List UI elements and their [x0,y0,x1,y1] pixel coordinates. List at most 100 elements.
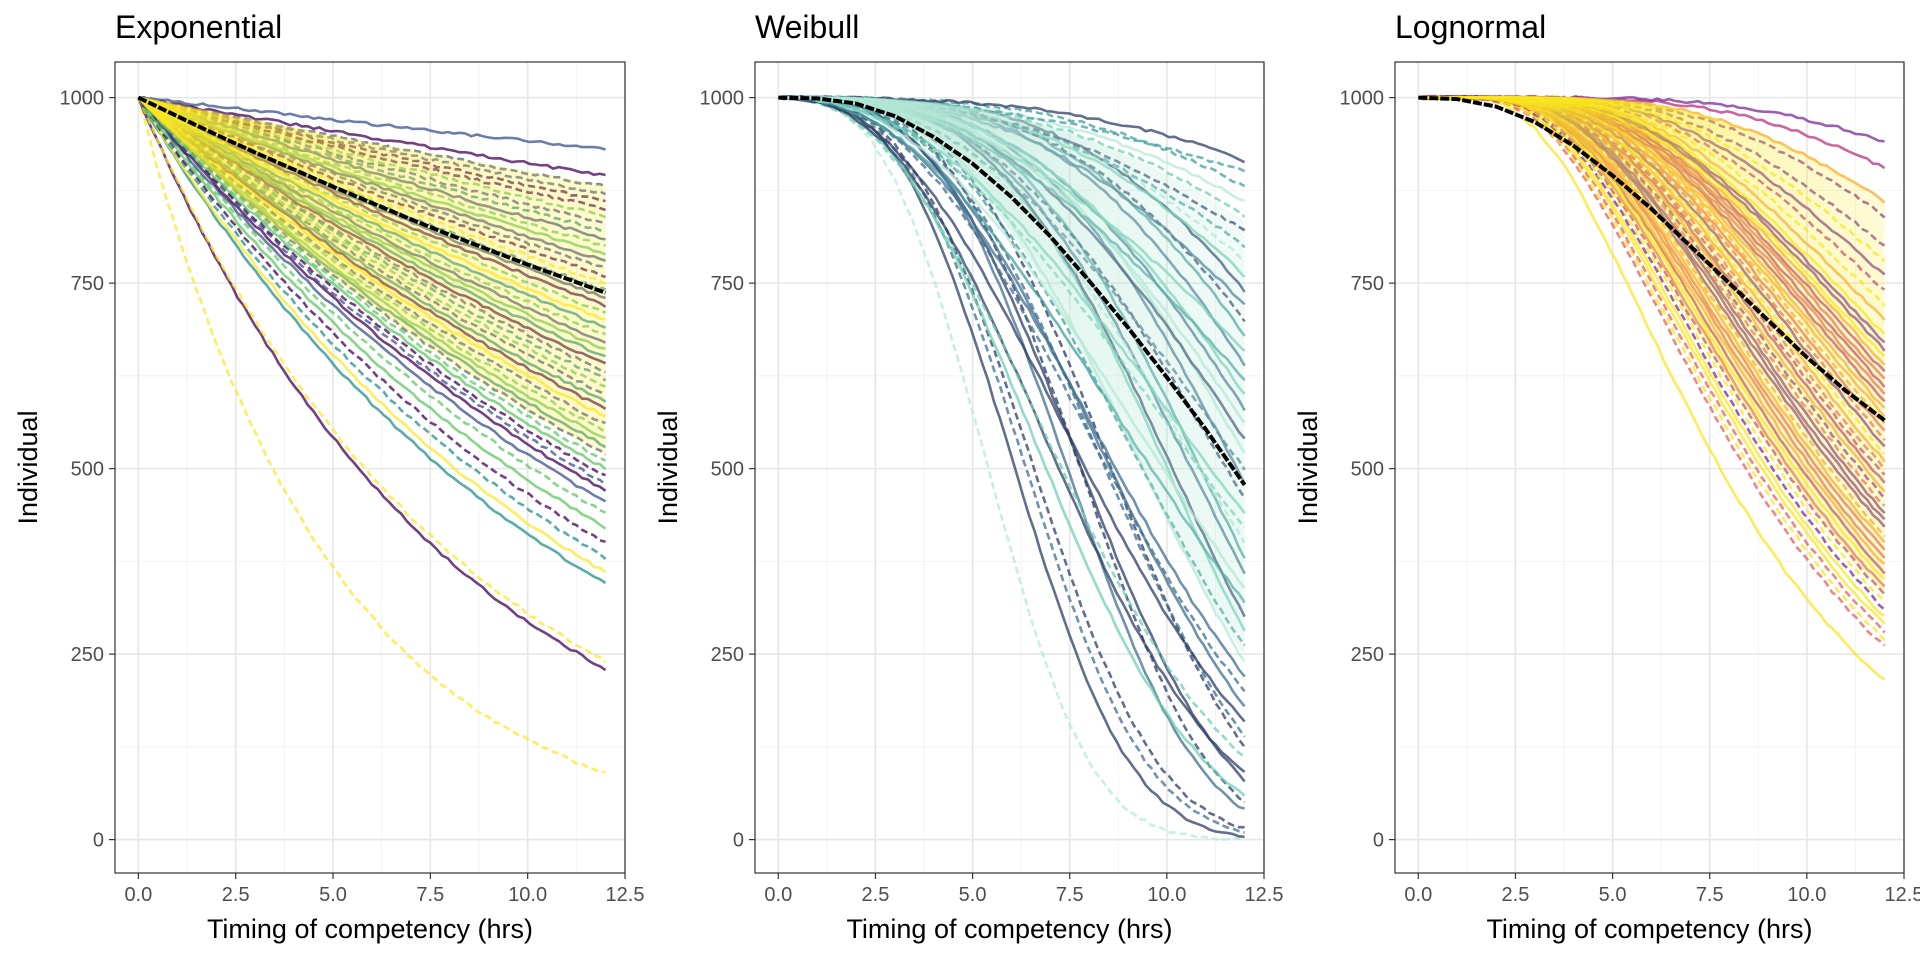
band-line [778,96,1246,433]
band-line [1418,96,1886,305]
band-line [137,96,606,210]
band-line [778,96,1246,491]
band-line [137,96,607,366]
band-line [778,96,1246,361]
band-line [1418,96,1886,402]
band-line [1418,96,1886,353]
panel-border [1394,61,1905,874]
panel-lognormal: 0.0 2.5 5.0 7.5 10.0 12.5 0 250 500 750 1000 Lognor… [1293,9,1920,944]
series-line [137,97,606,774]
series-line [137,96,607,314]
band-line [1418,96,1886,530]
band-line [1418,96,1886,587]
series-line [137,96,607,344]
band-line [137,96,606,246]
band-line [778,96,1246,457]
band-line [137,96,607,282]
band-line [1418,96,1886,428]
band-line [778,96,1246,390]
band-line [137,96,607,423]
band-line [778,96,1246,370]
band-line [137,96,607,330]
y-tick-label: 1000 [1340,88,1385,110]
series-line [137,96,606,269]
series-group [1417,94,1886,681]
band-line [1418,96,1886,442]
band-line [1418,96,1886,459]
band-line [137,96,607,387]
series-line [137,96,607,434]
band-line [778,96,1246,298]
band-line [778,96,1246,423]
y-tick-label: 500 [711,459,744,481]
band-line [1418,96,1886,283]
band-line [1418,96,1886,415]
x-tick-label: 5.0 [959,884,987,906]
band-line [137,96,607,432]
band-line [778,96,1246,472]
band-line [778,96,1246,269]
series-line [778,96,1246,514]
band-line [1418,96,1886,366]
band-line [1418,96,1886,362]
band-line [137,96,607,345]
band-line [778,96,1246,230]
band-line [1418,96,1886,274]
band-line [778,96,1246,419]
band-line [1418,96,1886,565]
band-line [1418,96,1886,543]
band-line [1418,96,1886,239]
band-line [137,96,607,336]
band-line [137,96,606,213]
series-line [138,96,606,225]
y-tick-label: 250 [711,644,744,666]
band-line [1418,96,1886,512]
y-axis-title: Individual [13,410,43,524]
band-line [1418,96,1886,212]
band-line [1418,96,1886,508]
band-line [778,96,1246,245]
band-line [137,96,607,351]
band-line [1418,96,1886,336]
series-line [137,96,606,388]
panel-exponential: 0.0 2.5 5.0 7.5 10.0 12.5 0 250 500 750 1000 Expone… [13,9,644,944]
band-line [1418,96,1886,243]
band-line [1418,96,1886,583]
series-line [137,96,606,440]
band-line [1418,96,1886,397]
band-line [137,96,607,384]
band-line [1418,96,1886,358]
series-line [138,96,606,188]
band-line [137,96,606,240]
band-line [1418,96,1886,203]
band-line [1418,96,1886,468]
band-line [1418,96,1886,269]
series-line [137,96,607,574]
band-line [137,96,607,447]
band-line [1418,96,1886,596]
band-line [137,96,607,369]
series-line [137,96,607,256]
panel-title: Exponential [115,9,282,45]
band-line [778,96,1246,496]
x-tick-label: 5.0 [1599,884,1627,906]
x-tick-label: 0.0 [1404,884,1432,906]
band-line [1418,96,1886,331]
band-line [778,96,1246,283]
band-line [778,96,1246,462]
band-line [1418,96,1886,318]
band-line [137,96,606,270]
series-line [137,96,607,514]
band-line [137,96,606,249]
band-line [778,96,1246,385]
band-line [137,96,607,405]
band-line [137,96,607,450]
y-tick-label: 250 [1351,644,1384,666]
band-line [137,96,606,237]
series-line [778,95,1246,604]
x-tick-label: 2.5 [1502,884,1530,906]
band-line [1418,96,1886,234]
band-line [137,96,606,243]
band-line [1418,96,1886,503]
series-line [137,96,607,403]
